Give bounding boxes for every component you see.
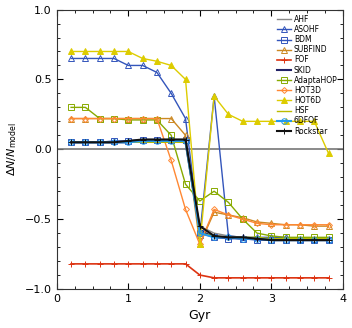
Legend: AHF, ASOHF, BDM, SUBFIND, FOF, SKID, AdaptaHOP, HOT3D, HOT6D, HSF, 6DFOF, Rockst: AHF, ASOHF, BDM, SUBFIND, FOF, SKID, Ada… (276, 13, 339, 137)
X-axis label: Gyr: Gyr (189, 309, 211, 322)
Y-axis label: $\Delta N/N_{\rm model}$: $\Delta N/N_{\rm model}$ (6, 122, 19, 176)
